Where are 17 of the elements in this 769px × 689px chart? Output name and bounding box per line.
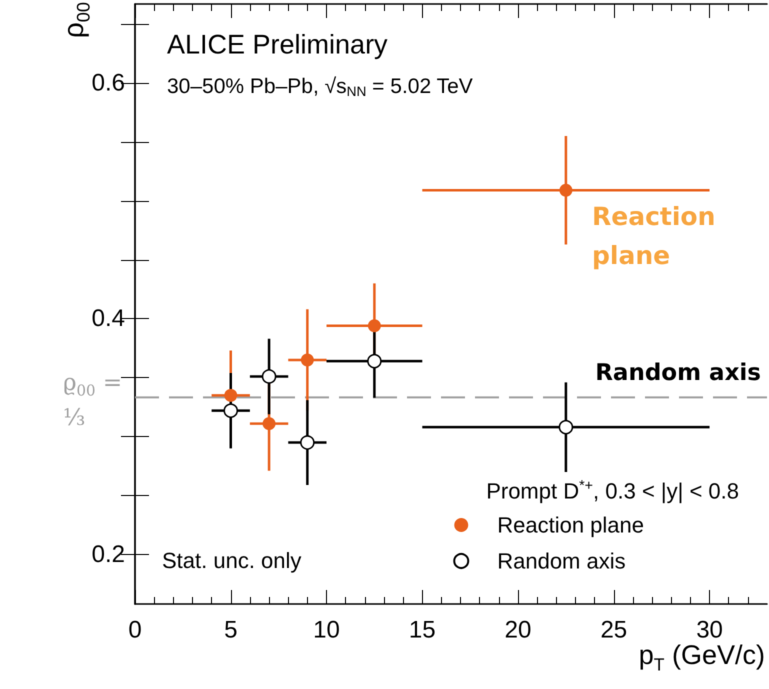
- annotation: Random axis: [595, 360, 761, 386]
- legend-label: Reaction plane: [497, 512, 644, 538]
- ref-line-label: ϱ$_{00}$ = ⅓: [63, 369, 124, 433]
- text: ALICE Preliminary: [167, 30, 388, 60]
- annotation: Stat. unc. only: [162, 548, 302, 574]
- y-tick-label: 0.6: [92, 69, 125, 96]
- x-tick-label: 0: [128, 616, 142, 644]
- x-tick-label: 15: [408, 616, 436, 644]
- legend-label: Random axis: [497, 548, 626, 574]
- x-tick-label: 20: [504, 616, 532, 644]
- annotation: Reaction plane: [592, 201, 716, 272]
- legend-title: Prompt D$^{*+}$, 0.3 < |y| < 0.8: [486, 478, 739, 504]
- y-tick-label: 0.2: [92, 540, 125, 568]
- x-tick-label: 25: [600, 616, 628, 644]
- x-tick-label: 10: [313, 616, 340, 644]
- y-tick-label: 0.4: [92, 305, 125, 332]
- x-tick-label: 5: [224, 616, 238, 644]
